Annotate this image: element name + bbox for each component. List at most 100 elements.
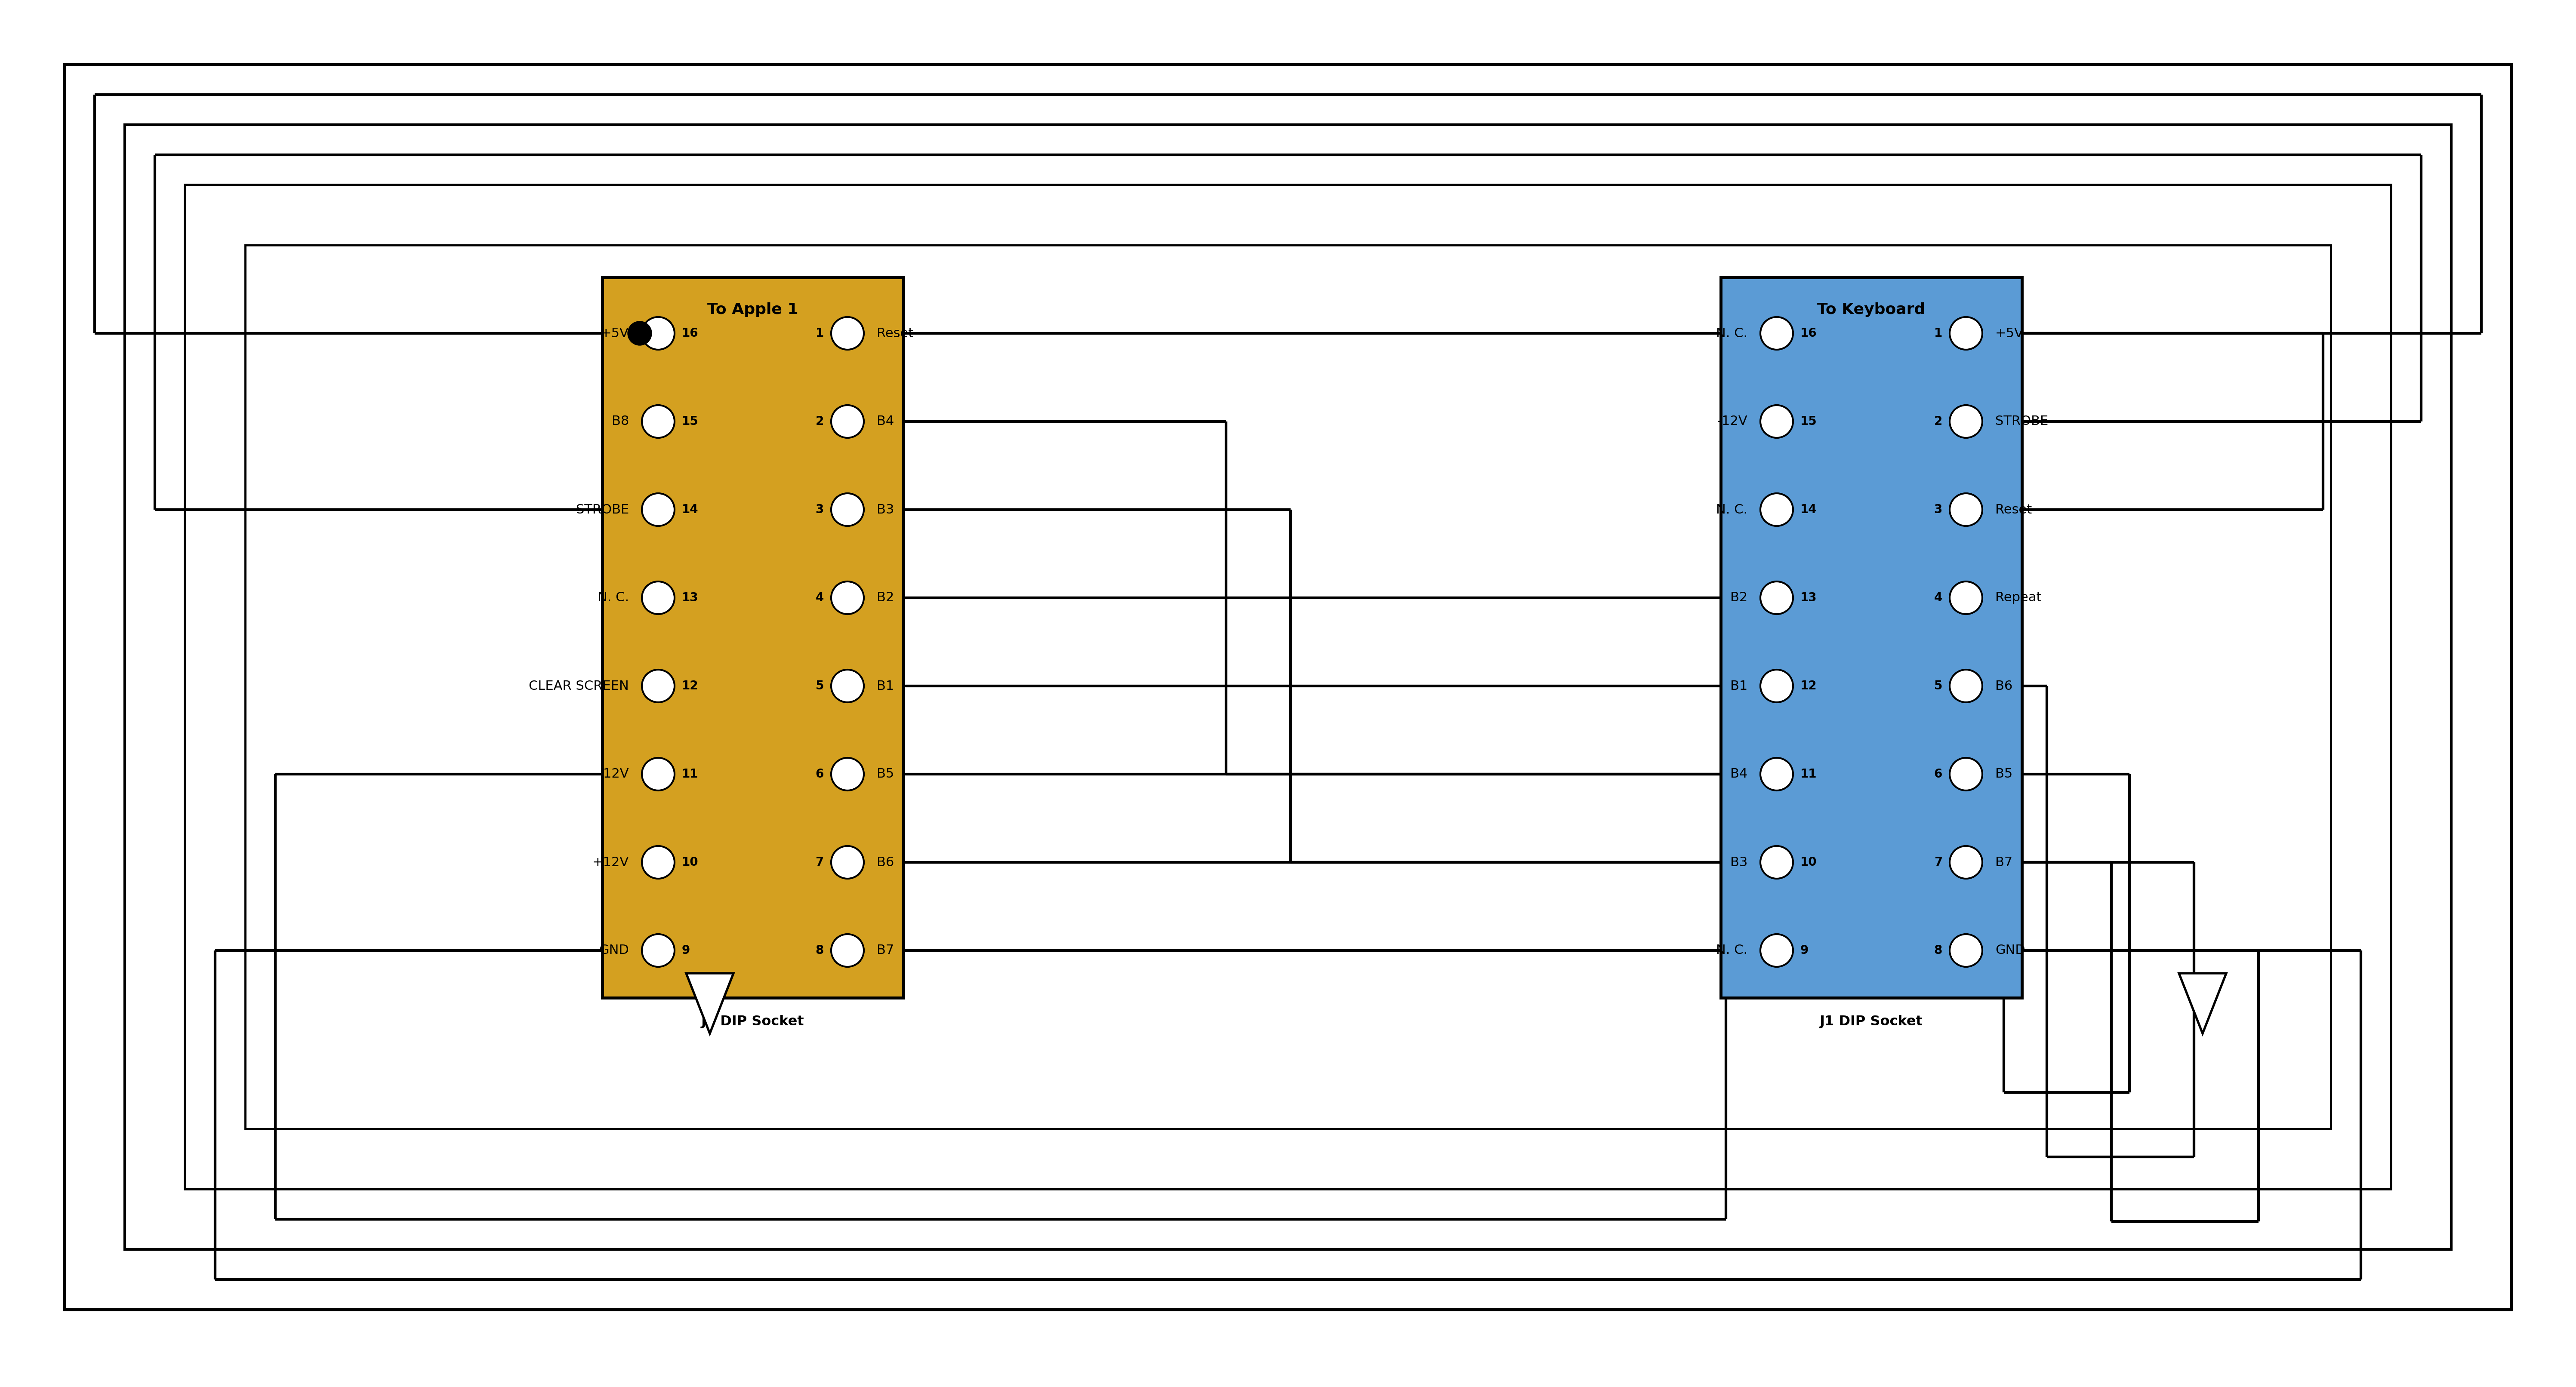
- Text: 14: 14: [683, 503, 698, 516]
- Text: -12V: -12V: [1718, 415, 1747, 427]
- Circle shape: [1950, 846, 1984, 878]
- Circle shape: [1950, 757, 1984, 791]
- Text: 13: 13: [1801, 592, 1816, 603]
- Text: 15: 15: [683, 416, 698, 427]
- Text: 10: 10: [1801, 856, 1816, 868]
- Text: CLEAR SCREEN: CLEAR SCREEN: [528, 680, 629, 692]
- Text: B1: B1: [876, 680, 894, 692]
- Text: 5: 5: [1935, 680, 1942, 692]
- Text: 6: 6: [817, 768, 824, 779]
- Bar: [245, 245, 2331, 1129]
- Polygon shape: [2179, 974, 2226, 1033]
- Circle shape: [1950, 318, 1984, 350]
- Circle shape: [1950, 405, 1984, 438]
- Text: 8: 8: [1935, 945, 1942, 957]
- Text: 4: 4: [1935, 592, 1942, 603]
- Text: 14: 14: [1801, 503, 1816, 516]
- Circle shape: [641, 494, 675, 526]
- Text: STROBE: STROBE: [1996, 415, 2048, 427]
- Circle shape: [832, 318, 863, 350]
- Text: 9: 9: [683, 945, 690, 957]
- Text: B2: B2: [876, 592, 894, 605]
- Text: B6: B6: [876, 856, 894, 868]
- Bar: [1721, 277, 2022, 997]
- Circle shape: [1950, 581, 1984, 614]
- Text: J1 DIP Socket: J1 DIP Socket: [1819, 1015, 1922, 1028]
- Bar: [64, 65, 2512, 1309]
- Bar: [185, 184, 2391, 1189]
- Text: 11: 11: [683, 768, 698, 779]
- Circle shape: [1950, 933, 1984, 967]
- Text: 12: 12: [1801, 680, 1816, 692]
- Text: 3: 3: [817, 503, 824, 516]
- Circle shape: [832, 670, 863, 702]
- Circle shape: [832, 405, 863, 438]
- Text: GND: GND: [600, 945, 629, 957]
- Text: B5: B5: [876, 768, 894, 781]
- Text: 5: 5: [817, 680, 824, 692]
- Text: 2: 2: [1935, 416, 1942, 427]
- Bar: [603, 277, 904, 997]
- Text: 7: 7: [817, 856, 824, 868]
- Text: N. C.: N. C.: [1716, 503, 1747, 516]
- Circle shape: [641, 846, 675, 878]
- Circle shape: [641, 757, 675, 791]
- Text: B7: B7: [1996, 856, 2012, 868]
- Text: 15: 15: [1801, 416, 1816, 427]
- Text: 16: 16: [1801, 327, 1816, 340]
- Text: 6: 6: [1935, 768, 1942, 779]
- Text: 1: 1: [817, 327, 824, 340]
- Circle shape: [1950, 670, 1984, 702]
- Circle shape: [641, 405, 675, 438]
- Circle shape: [641, 933, 675, 967]
- Bar: [124, 125, 2452, 1250]
- Circle shape: [1759, 846, 1793, 878]
- Text: J2 DIP Socket: J2 DIP Socket: [701, 1015, 804, 1028]
- Circle shape: [1759, 757, 1793, 791]
- Circle shape: [832, 494, 863, 526]
- Text: 13: 13: [683, 592, 698, 603]
- Text: B3: B3: [1731, 856, 1747, 868]
- Circle shape: [641, 581, 675, 614]
- Text: N. C.: N. C.: [598, 592, 629, 605]
- Text: GND: GND: [1996, 945, 2025, 957]
- Text: B3: B3: [876, 503, 894, 516]
- Text: 2: 2: [817, 416, 824, 427]
- Circle shape: [1759, 318, 1793, 350]
- Text: Repeat: Repeat: [1996, 592, 2043, 605]
- Text: 7: 7: [1935, 856, 1942, 868]
- Text: B4: B4: [876, 415, 894, 427]
- Text: 16: 16: [683, 327, 698, 340]
- Text: 9: 9: [1801, 945, 1808, 957]
- Text: B4: B4: [1731, 768, 1747, 781]
- Text: 12: 12: [683, 680, 698, 692]
- Text: B2: B2: [1731, 592, 1747, 605]
- Circle shape: [1759, 405, 1793, 438]
- Text: 8: 8: [817, 945, 824, 957]
- Circle shape: [1759, 581, 1793, 614]
- Text: 10: 10: [683, 856, 698, 868]
- Text: N. C.: N. C.: [1716, 327, 1747, 340]
- Text: +12V: +12V: [592, 856, 629, 868]
- Circle shape: [641, 318, 675, 350]
- Text: 4: 4: [817, 592, 824, 603]
- Text: B8: B8: [611, 415, 629, 427]
- Text: B5: B5: [1996, 768, 2012, 781]
- Text: B1: B1: [1731, 680, 1747, 692]
- Text: B7: B7: [876, 945, 894, 957]
- Text: -12V: -12V: [598, 768, 629, 781]
- Circle shape: [832, 757, 863, 791]
- Text: Reset: Reset: [1996, 503, 2032, 516]
- Text: Reset: Reset: [876, 327, 914, 340]
- Circle shape: [641, 670, 675, 702]
- Circle shape: [832, 933, 863, 967]
- Text: 1: 1: [1935, 327, 1942, 340]
- Text: STROBE: STROBE: [577, 503, 629, 516]
- Circle shape: [832, 846, 863, 878]
- Text: B6: B6: [1996, 680, 2012, 692]
- Circle shape: [1759, 494, 1793, 526]
- Polygon shape: [685, 974, 734, 1033]
- Circle shape: [1759, 933, 1793, 967]
- Text: 3: 3: [1935, 503, 1942, 516]
- Text: 11: 11: [1801, 768, 1816, 779]
